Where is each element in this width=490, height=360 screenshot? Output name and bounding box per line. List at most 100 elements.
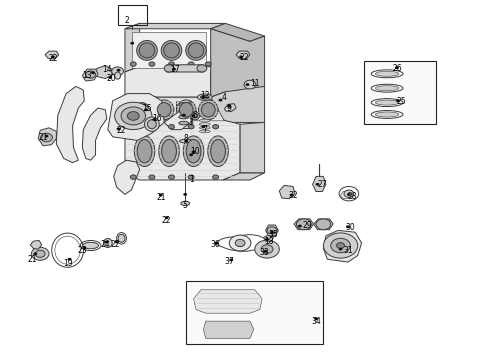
Ellipse shape [183, 136, 204, 166]
Ellipse shape [188, 151, 199, 157]
Polygon shape [211, 23, 265, 41]
Polygon shape [30, 240, 42, 249]
Circle shape [337, 243, 344, 248]
Text: 26: 26 [392, 64, 402, 73]
Text: 12: 12 [200, 91, 210, 100]
Ellipse shape [115, 72, 121, 79]
Circle shape [149, 125, 155, 129]
Text: 35: 35 [269, 230, 278, 239]
Circle shape [130, 42, 134, 45]
Ellipse shape [211, 140, 225, 163]
Circle shape [184, 140, 188, 143]
Circle shape [31, 247, 49, 260]
Text: 8: 8 [184, 134, 189, 143]
Ellipse shape [208, 136, 228, 166]
Circle shape [189, 153, 193, 156]
Circle shape [395, 66, 399, 69]
Text: 18: 18 [264, 237, 273, 246]
Text: 22: 22 [162, 216, 172, 225]
Circle shape [396, 99, 400, 102]
Ellipse shape [139, 43, 155, 58]
Polygon shape [294, 219, 314, 230]
Polygon shape [211, 86, 265, 122]
Circle shape [91, 71, 95, 74]
Circle shape [51, 55, 55, 58]
Text: 31: 31 [343, 246, 353, 255]
Text: 19: 19 [63, 259, 73, 268]
Ellipse shape [162, 140, 176, 163]
Ellipse shape [199, 123, 210, 126]
Bar [364, 61, 436, 124]
Ellipse shape [375, 112, 399, 117]
Circle shape [144, 108, 148, 111]
Ellipse shape [186, 140, 201, 163]
Polygon shape [132, 32, 206, 68]
Circle shape [169, 62, 174, 66]
Text: 7: 7 [202, 125, 207, 134]
Circle shape [235, 239, 245, 247]
Circle shape [164, 65, 174, 72]
Ellipse shape [179, 139, 193, 143]
Circle shape [255, 240, 279, 258]
Ellipse shape [199, 119, 210, 122]
Circle shape [183, 193, 187, 196]
Circle shape [169, 125, 174, 129]
Circle shape [346, 225, 350, 228]
Circle shape [264, 250, 268, 253]
Text: 21: 21 [157, 193, 167, 202]
Ellipse shape [199, 130, 210, 133]
Circle shape [314, 317, 318, 320]
Polygon shape [82, 69, 98, 81]
Polygon shape [203, 321, 254, 338]
Circle shape [213, 175, 219, 179]
Ellipse shape [159, 136, 179, 166]
Text: 5: 5 [183, 201, 188, 210]
Circle shape [152, 118, 156, 121]
Ellipse shape [103, 238, 112, 248]
Circle shape [192, 150, 196, 153]
Circle shape [290, 194, 294, 197]
Circle shape [229, 235, 251, 251]
Polygon shape [125, 121, 240, 180]
Polygon shape [125, 23, 225, 29]
Text: 2: 2 [124, 16, 129, 25]
Ellipse shape [137, 40, 157, 60]
Text: 36: 36 [211, 240, 220, 248]
Text: 1: 1 [189, 175, 194, 184]
Text: 25: 25 [397, 97, 407, 106]
Ellipse shape [134, 136, 155, 166]
Text: 21: 21 [38, 133, 48, 142]
Circle shape [270, 231, 274, 234]
Polygon shape [223, 173, 265, 180]
Text: 37: 37 [224, 256, 234, 265]
Polygon shape [45, 51, 59, 59]
Ellipse shape [181, 201, 190, 206]
Ellipse shape [179, 109, 189, 113]
Text: 22: 22 [117, 126, 126, 135]
Circle shape [201, 96, 205, 99]
Circle shape [244, 80, 256, 89]
Circle shape [229, 258, 233, 261]
Ellipse shape [198, 100, 218, 120]
Circle shape [213, 125, 219, 129]
Ellipse shape [375, 86, 399, 91]
Ellipse shape [118, 234, 125, 242]
Circle shape [115, 102, 152, 130]
Circle shape [245, 83, 249, 86]
Circle shape [316, 183, 319, 186]
Circle shape [267, 227, 277, 234]
Circle shape [215, 242, 219, 244]
Circle shape [192, 114, 196, 117]
Polygon shape [93, 66, 112, 78]
Text: 6: 6 [193, 111, 197, 120]
Polygon shape [82, 108, 107, 160]
Circle shape [261, 245, 273, 253]
Circle shape [108, 76, 112, 79]
Circle shape [149, 175, 155, 179]
Circle shape [130, 125, 136, 129]
Text: 10: 10 [190, 148, 200, 156]
Text: 4: 4 [222, 93, 227, 102]
Text: 28: 28 [347, 192, 357, 201]
Ellipse shape [199, 126, 210, 129]
Polygon shape [236, 51, 250, 59]
